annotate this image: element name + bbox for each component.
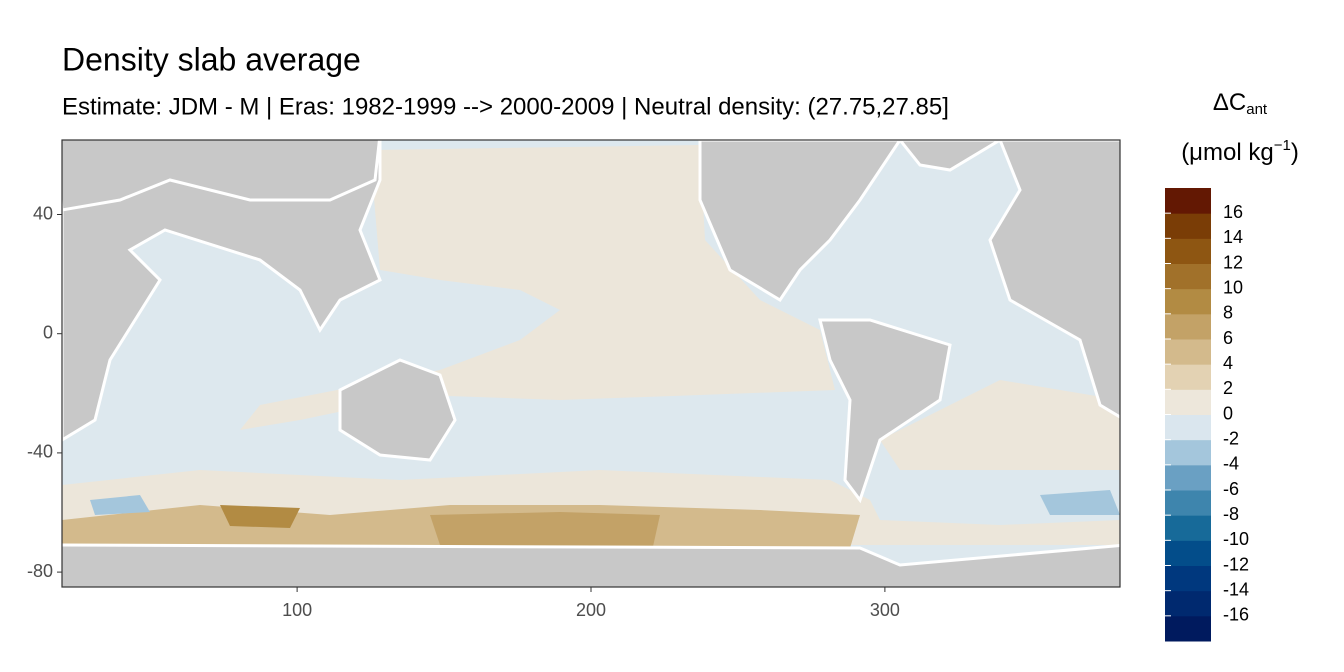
legend-bin [1165,464,1211,491]
legend-bin [1165,364,1211,390]
blue-patch [90,495,150,515]
legend-bin [1165,414,1211,441]
legend-bin [1165,213,1211,239]
legend-tick-label: 8 [1223,303,1233,323]
y-tick-label: -80 [27,561,53,581]
legend-bin [1165,339,1211,365]
legend-tick-label: 6 [1223,328,1233,348]
legend-bin [1165,490,1211,516]
blue-patch [1040,490,1120,515]
legend-bin [1165,288,1211,315]
legend-bin [1165,515,1211,541]
legend-bin [1165,540,1211,566]
chart-subtitle: Estimate: JDM - M | Eras: 1982-1999 --> … [62,93,949,120]
pacific-region [240,145,835,430]
x-tick-label: 300 [870,600,900,620]
legend-tick-label: -6 [1223,479,1239,499]
legend-tick-label: 2 [1223,378,1233,398]
legend-tick-label: 10 [1223,277,1243,297]
chart-title: Density slab average [62,41,361,77]
x-tick-label: 100 [282,600,312,620]
legend-tick-label: -4 [1223,454,1239,474]
legend-bin [1165,313,1211,340]
legend-tick-label: -2 [1223,428,1239,448]
legend-bin [1165,590,1211,617]
legend-unit-main: (μmol kg [1181,139,1274,166]
legend-bin [1165,238,1211,264]
legend-title-sub: ant [1246,101,1268,118]
land [62,140,1120,587]
legend-tick-label: -8 [1223,504,1239,524]
y-tick-label: -40 [27,442,53,462]
legend-unit-sup: −1 [1274,137,1291,154]
legend-tick-label: -14 [1223,579,1249,599]
legend-tick-label: 4 [1223,353,1233,373]
legend-bin [1165,263,1211,290]
legend-tick-label: 0 [1223,403,1233,423]
legend-tick-label: 14 [1223,227,1243,247]
legend-bin [1165,615,1211,642]
southern-dark [220,505,300,528]
legend-tick-label: 16 [1223,202,1243,222]
legend-unit: (μmol kg−1) [1181,137,1299,166]
x-tick-label: 200 [576,600,606,620]
legend-bin [1165,389,1211,415]
y-tick-label: 40 [33,203,53,223]
legend-bin [1165,565,1211,592]
legend-title: ΔCant [1213,89,1268,118]
legend-unit-end: ) [1291,139,1299,166]
legend-tick-label: 12 [1223,252,1243,272]
legend-title-main: ΔC [1213,89,1246,116]
map [62,140,1120,587]
legend-tick-label: -12 [1223,554,1249,574]
legend-tick-label: -16 [1223,605,1249,625]
south-atlantic-region [880,380,1120,470]
legend-tick-label: -10 [1223,529,1249,549]
legend-bin [1165,188,1211,214]
y-tick-label: 0 [43,322,53,342]
legend-bin [1165,439,1211,466]
